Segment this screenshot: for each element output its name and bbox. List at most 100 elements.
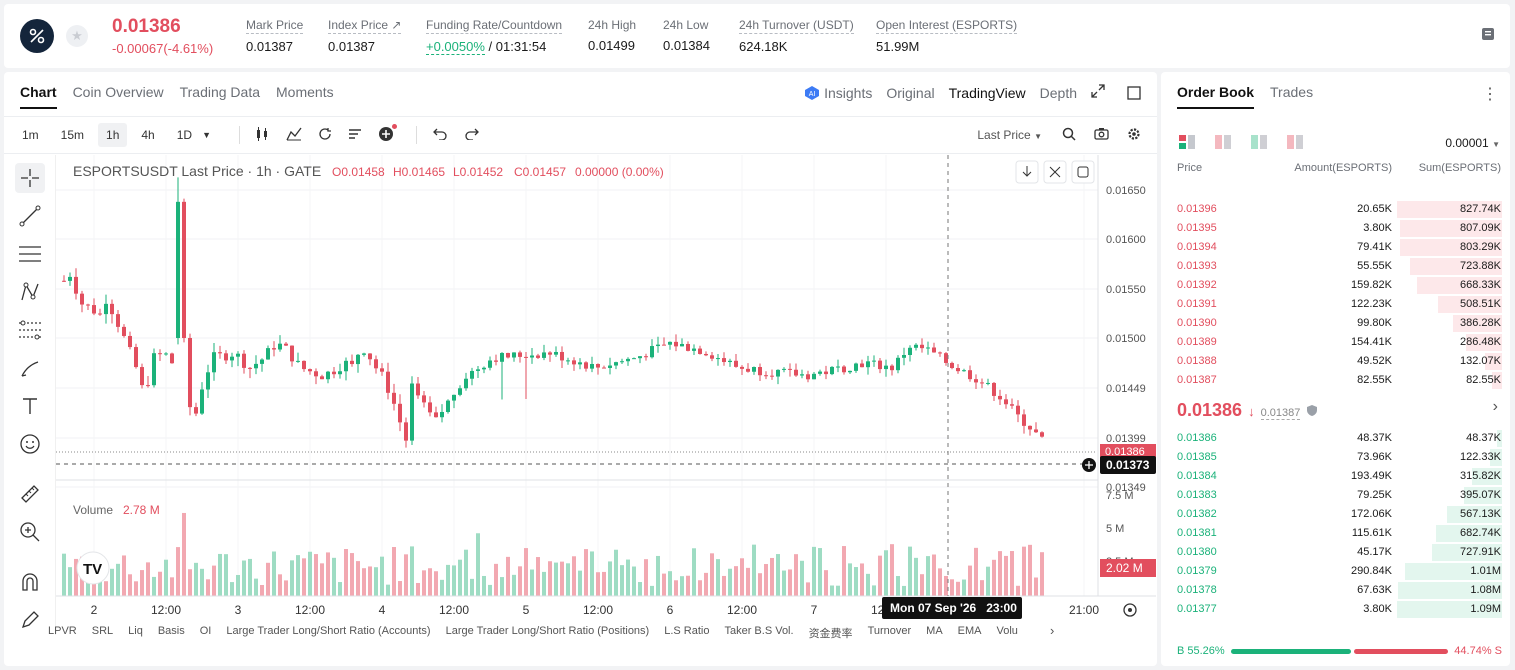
ask-row[interactable]: 0.01390 99.80K 386.28K [1161, 314, 1510, 333]
ask-row[interactable]: 0.01391 122.23K 508.51K [1161, 295, 1510, 314]
indicator-item[interactable]: L.S Ratio [664, 625, 710, 637]
stat-index-price[interactable]: Index Price ↗ 0.01387 [328, 18, 402, 54]
tab-trading-data[interactable]: Trading Data [179, 84, 261, 100]
view-original[interactable]: Original [886, 84, 935, 101]
bid-row[interactable]: 0.01386 48.37K 48.37K [1161, 429, 1510, 448]
trend-line-tool-icon[interactable] [15, 201, 45, 231]
candle-type-icon[interactable] [254, 126, 270, 144]
indicator-item[interactable]: LPVR [48, 625, 77, 637]
ask-row[interactable]: 0.01389 154.41K 286.48K [1161, 333, 1510, 352]
redo-icon[interactable] [465, 128, 479, 143]
view-tradingview[interactable]: TradingView [948, 84, 1026, 101]
indicator-item[interactable]: EMA [957, 625, 982, 637]
view-both-icon[interactable] [1179, 134, 1195, 153]
time-axis-settings-icon[interactable] [1123, 603, 1137, 617]
bid-row[interactable]: 0.01378 67.63K 1.08M [1161, 581, 1510, 600]
insights-button[interactable]: AI Insights [804, 85, 872, 101]
ask-row[interactable]: 0.01393 55.55K 723.88K [1161, 257, 1510, 276]
bid-row[interactable]: 0.01382 172.06K 567.13K [1161, 505, 1510, 524]
view-bids-icon[interactable] [1251, 134, 1267, 153]
ruler-tool-icon[interactable] [15, 479, 45, 509]
pencil-lock-icon[interactable] [15, 605, 45, 635]
view-both-side-icon[interactable] [1215, 134, 1231, 153]
timeframe-1h[interactable]: 1h [98, 123, 128, 147]
indicator-item[interactable]: Basis [157, 625, 185, 637]
timeframe-15m[interactable]: 15m [60, 128, 85, 142]
sell-ratio-label: 44.74% S [1454, 645, 1502, 657]
indicator-item[interactable]: OI [199, 625, 212, 637]
indicator-item[interactable]: Large Trader Long/Short Ratio (Positions… [445, 625, 650, 637]
indicator-item[interactable]: MA [926, 625, 943, 637]
search-icon[interactable] [1062, 127, 1076, 144]
view-depth[interactable]: Depth [1039, 84, 1077, 101]
crosshair-tool-icon[interactable] [15, 163, 45, 193]
volume-bar [656, 555, 660, 596]
tab-coin-overview[interactable]: Coin Overview [72, 84, 164, 100]
ask-row[interactable]: 0.01396 20.65K 827.74K [1161, 200, 1510, 219]
row-amount: 79.41K [1357, 241, 1392, 253]
guide-book-icon[interactable] [1480, 26, 1496, 42]
text-tool-icon[interactable] [15, 391, 45, 421]
timeframe-dropdown-icon[interactable]: ▼ [202, 130, 211, 140]
indicators-icon[interactable] [286, 127, 302, 144]
legend-close: C0.01457 [514, 165, 566, 179]
zoom-in-tool-icon[interactable] [15, 517, 45, 547]
indicator-item[interactable]: SRL [91, 625, 114, 637]
indicator-item[interactable]: Large Trader Long/Short Ratio (Accounts) [226, 625, 431, 637]
templates-icon[interactable] [348, 127, 362, 144]
ask-row[interactable]: 0.01395 3.80K 807.09K [1161, 219, 1510, 238]
volume-bar [596, 572, 600, 596]
pattern-tool-icon[interactable] [15, 277, 45, 307]
precision-select[interactable]: 0.00001 ▼ [1445, 136, 1500, 150]
expand-icon[interactable] [1091, 84, 1105, 101]
bid-row[interactable]: 0.01377 3.80K 1.09M [1161, 600, 1510, 619]
volume-bar [254, 578, 258, 596]
ask-row[interactable]: 0.01387 82.55K 82.55K [1161, 371, 1510, 390]
ask-row[interactable]: 0.01392 159.82K 668.33K [1161, 276, 1510, 295]
mid-price-chevron-icon[interactable]: › [1492, 398, 1498, 415]
bid-row[interactable]: 0.01380 45.17K 727.91K [1161, 543, 1510, 562]
horizontal-lines-tool-icon[interactable] [15, 239, 45, 269]
bid-row[interactable]: 0.01385 73.96K 122.33K [1161, 448, 1510, 467]
timeframe-1m[interactable]: 1m [22, 128, 39, 142]
timeframe-4h[interactable]: 4h [141, 128, 155, 142]
volume-bar [1010, 551, 1014, 596]
bid-row[interactable]: 0.01383 79.25K 395.07K [1161, 486, 1510, 505]
indicator-bar-next-icon[interactable]: › [1050, 623, 1055, 638]
indicator-item[interactable]: Liq [128, 625, 143, 637]
alert-add-icon[interactable] [378, 123, 397, 145]
more-menu-icon[interactable]: ⋮ [1482, 86, 1498, 103]
settings-gear-icon[interactable] [1127, 127, 1141, 144]
view-asks-icon[interactable] [1287, 134, 1303, 153]
ask-row[interactable]: 0.01394 79.41K 803.29K [1161, 238, 1510, 257]
price-type-select[interactable]: Last Price ▼ [977, 128, 1042, 142]
brush-tool-icon[interactable] [15, 353, 45, 383]
compare-icon[interactable] [318, 127, 332, 144]
bid-row[interactable]: 0.01381 115.61K 682.74K [1161, 524, 1510, 543]
tab-trades[interactable]: Trades [1270, 84, 1314, 100]
favorite-star-icon[interactable]: ★ [66, 25, 88, 47]
tab-chart[interactable]: Chart [20, 84, 57, 109]
price-chart[interactable]: 0.01650 0.01600 0.01550 0.01500 0.01449 0.013… [56, 155, 1156, 635]
undo-icon[interactable] [433, 128, 447, 143]
indicator-item[interactable]: 资金费率 [808, 628, 853, 640]
legend-controls[interactable] [1015, 160, 1095, 184]
tab-moments[interactable]: Moments [276, 84, 334, 100]
volume-bar [350, 553, 354, 596]
tab-order-book[interactable]: Order Book [1177, 84, 1255, 109]
fibonacci-tool-icon[interactable] [15, 315, 45, 345]
indicator-item[interactable]: Turnover [867, 625, 912, 637]
candle [302, 360, 306, 370]
emoji-tool-icon[interactable] [15, 429, 45, 459]
volume-bar [398, 581, 402, 596]
magnet-tool-icon[interactable] [15, 567, 45, 597]
indicator-item[interactable]: Taker B.S Vol. [724, 625, 794, 637]
indicator-item[interactable]: Volu [996, 625, 1018, 637]
bid-row[interactable]: 0.01384 193.49K 315.82K [1161, 467, 1510, 486]
bid-row[interactable]: 0.01379 290.84K 1.01M [1161, 562, 1510, 581]
timeframe-1d[interactable]: 1D [176, 128, 193, 142]
maximize-icon[interactable] [1127, 86, 1141, 103]
down-arrow-icon: ↓ [1248, 404, 1255, 419]
camera-icon[interactable] [1094, 127, 1109, 143]
ask-row[interactable]: 0.01388 49.52K 132.07K [1161, 352, 1510, 371]
